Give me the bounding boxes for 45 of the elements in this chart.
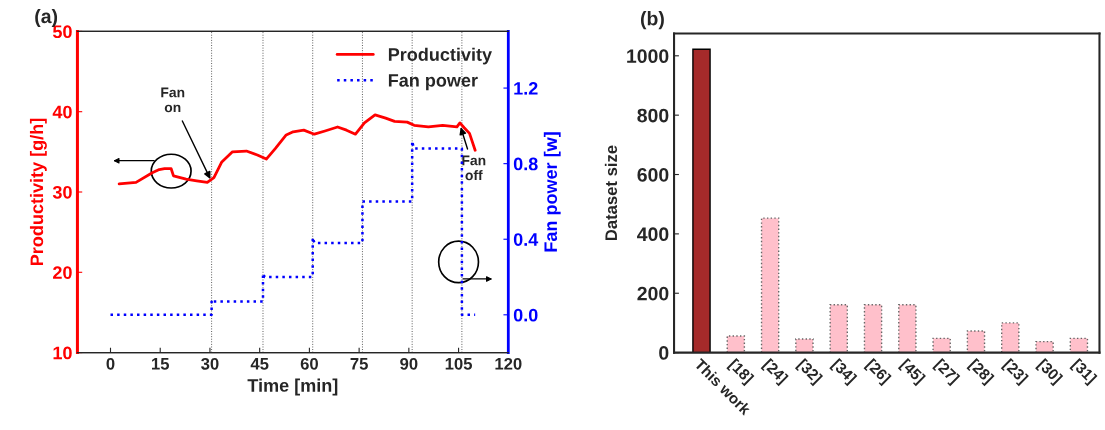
x-tick-label: 75 xyxy=(350,358,368,370)
x-tick-label: 120 xyxy=(495,357,522,370)
y-tick-label: 50 xyxy=(52,25,72,39)
bar xyxy=(829,304,849,353)
y-tick-label: 600 xyxy=(637,167,669,182)
y2-tick-label: 0.0 xyxy=(513,308,538,322)
x-tick-label: 105 xyxy=(445,357,473,370)
legend-label: Productivity xyxy=(388,47,492,65)
x-tick-label: 60 xyxy=(300,357,318,370)
bar xyxy=(1069,337,1089,353)
bar xyxy=(692,48,711,353)
x-tick-label: 90 xyxy=(400,357,418,370)
bar xyxy=(966,330,986,353)
x-tick-label: 0 xyxy=(106,357,115,370)
bar xyxy=(795,338,814,353)
y-tick-label: 10 xyxy=(53,346,72,360)
y2-axis-title: Fan power [w] xyxy=(543,132,561,252)
annotation: Fan off xyxy=(462,155,486,181)
y2-tick-label: 0.8 xyxy=(513,157,538,171)
y-tick-label: 400 xyxy=(637,227,669,242)
bar xyxy=(726,335,746,353)
x-tick-label: 30 xyxy=(201,357,219,370)
y-tick-label: 30 xyxy=(52,185,72,199)
bar xyxy=(1035,340,1054,353)
y2-tick-label: 1.2 xyxy=(514,82,538,95)
x-tick-label: 45 xyxy=(250,358,269,370)
y-tick-label: 800 xyxy=(637,108,669,123)
bar xyxy=(1001,322,1020,353)
bar xyxy=(863,304,883,353)
legend-label: Fan power xyxy=(388,74,478,91)
y-tick-label: 0 xyxy=(659,346,669,360)
bar xyxy=(898,304,917,353)
chart-title: (b) xyxy=(640,11,664,30)
x-axis-title: Time [min] xyxy=(247,378,338,396)
y-axis-title: Productivity [g/h] xyxy=(29,118,47,266)
y-tick-label: 200 xyxy=(637,286,669,301)
x-tick-label: 15 xyxy=(152,358,170,370)
y-tick-label: 20 xyxy=(53,266,72,280)
y-tick-label: 40 xyxy=(52,105,72,119)
annotation: Fan on xyxy=(161,87,185,113)
y-tick-label: 1000 xyxy=(627,49,669,64)
y-axis-title: Dataset size xyxy=(604,145,618,241)
y2-tick-label: 0.4 xyxy=(513,233,539,246)
bar xyxy=(760,217,780,353)
bar xyxy=(932,337,951,353)
